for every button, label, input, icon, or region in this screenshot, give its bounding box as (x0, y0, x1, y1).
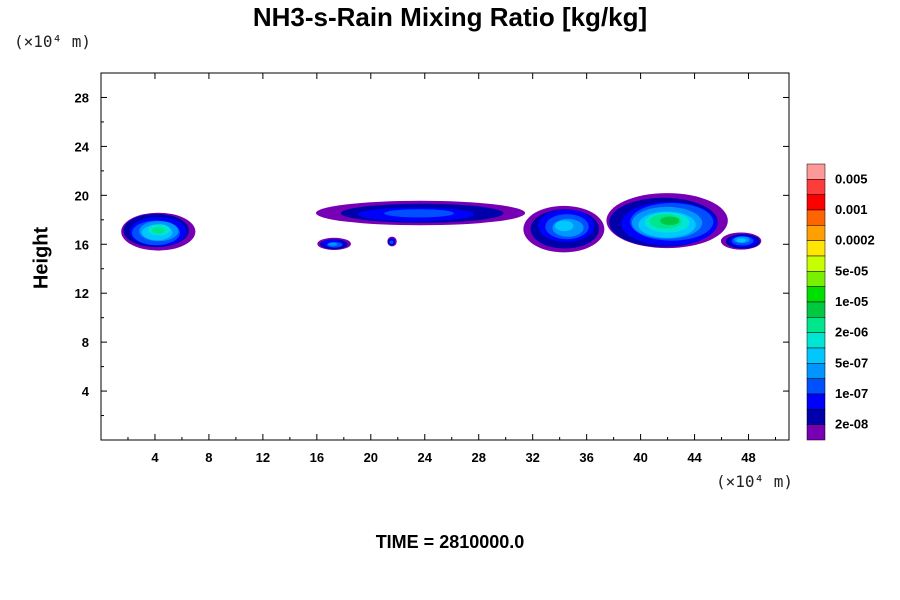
colorbar-swatch-11 (806, 332, 826, 349)
colorbar-swatch-2 (806, 194, 826, 211)
cloud-cell-2-layer-3 (389, 240, 394, 244)
colorbar-label-6: 5e-07 (835, 355, 868, 370)
x-tick-label-4: 4 (151, 450, 159, 465)
y-tick-label-24: 24 (75, 139, 90, 154)
colorbar-label-5: 2e-06 (835, 325, 868, 340)
cloud-cell-3-layer-3 (384, 209, 454, 218)
colorbar-label-7: 1e-07 (835, 386, 868, 401)
x-tick-label-28: 28 (471, 450, 485, 465)
y-tick-label-4: 4 (82, 384, 90, 399)
y-tick-label-20: 20 (75, 188, 89, 203)
x-tick-label-12: 12 (256, 450, 270, 465)
x-tick-label-48: 48 (741, 450, 755, 465)
cloud-cell-0-layer-7 (151, 227, 165, 234)
x-tick-label-20: 20 (364, 450, 378, 465)
colorbar-swatch-0 (806, 163, 826, 180)
colorbar-swatch-5 (806, 240, 826, 257)
colorbar-swatch-9 (806, 301, 826, 318)
x-tick-label-16: 16 (310, 450, 324, 465)
colorbar-swatch-14 (806, 378, 826, 395)
colorbar-swatch-4 (806, 225, 826, 241)
x-tick-label-40: 40 (633, 450, 647, 465)
y-axis-unit: (×10⁴ m) (14, 32, 92, 51)
x-axis-unit: (×10⁴ m) (716, 472, 794, 491)
colorbar-label-2: 0.0002 (835, 233, 875, 248)
colorbar-swatch-16 (806, 409, 826, 425)
chart-title: NH3-s-Rain Mixing Ratio [kg/kg] (252, 2, 648, 32)
colorbar-swatch-15 (806, 393, 826, 410)
y-tick-label-8: 8 (82, 335, 89, 350)
colorbar-label-3: 5e-05 (835, 263, 868, 278)
colorbar-swatch-8 (806, 286, 826, 303)
colorbar-label-4: 1e-05 (835, 294, 868, 309)
cloud-cell-5-layer-8 (660, 216, 680, 226)
time-label: TIME = 2810000.0 (375, 532, 525, 552)
y-tick-label-16: 16 (75, 237, 89, 252)
cloud-cell-6-layer-5 (736, 238, 746, 243)
cloud-cell-4-layer-5 (554, 220, 574, 232)
colorbar-swatch-3 (806, 209, 826, 226)
colorbar-swatch-7 (806, 271, 826, 287)
y-tick-label-12: 12 (75, 286, 89, 301)
x-tick-label-8: 8 (205, 450, 212, 465)
cloud-cell-1-layer-4 (328, 242, 338, 246)
colorbar-swatch-10 (806, 317, 826, 333)
colorbar-label-0: 0.005 (835, 171, 868, 186)
x-tick-label-24: 24 (418, 450, 433, 465)
colorbar-swatch-17 (806, 424, 826, 441)
colorbar-swatch-1 (806, 179, 826, 195)
colorbar-label-8: 2e-08 (835, 417, 868, 432)
y-tick-label-28: 28 (75, 90, 89, 105)
plot-frame (100, 72, 790, 441)
colorbar-swatch-6 (806, 255, 826, 272)
x-tick-label-44: 44 (687, 450, 702, 465)
colorbar-swatch-12 (806, 347, 826, 364)
colorbar-swatch-13 (806, 363, 826, 379)
x-tick-label-36: 36 (579, 450, 593, 465)
x-tick-label-32: 32 (525, 450, 539, 465)
colorbar-label-1: 0.001 (835, 202, 868, 217)
